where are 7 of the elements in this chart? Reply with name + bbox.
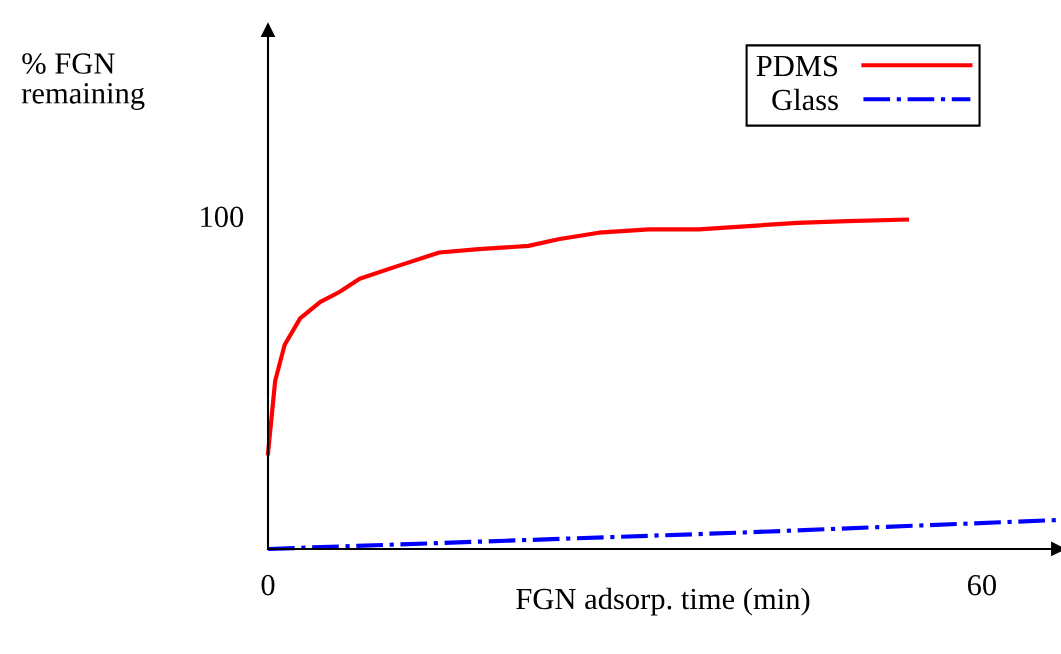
text: % FGN remaining: [21, 53, 145, 110]
x-axis-title: FGN adsorp. time (min): [516, 587, 810, 616]
legend-label: Glass: [772, 88, 838, 111]
text: 100: [201, 206, 244, 228]
x-tick-label: 0: [261, 574, 275, 596]
x-tick-label: 60: [967, 574, 996, 596]
legend-label: PDMS: [756, 55, 838, 77]
